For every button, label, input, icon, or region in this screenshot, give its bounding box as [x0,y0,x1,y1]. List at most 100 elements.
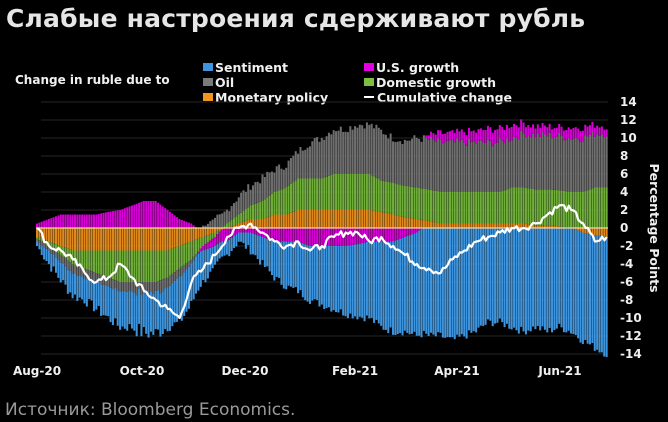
bar-domestic-growth [107,250,110,278]
bar-oil [411,138,414,187]
bar-oil [394,142,397,184]
cumulative-line-swatch [364,96,374,98]
bar-sentiment [365,242,368,316]
bar-sentiment [363,242,366,322]
bar-sentiment [138,288,141,324]
y-tick-label: 10 [620,131,637,145]
bar-us-growth [168,211,171,228]
bar-us-growth [403,228,406,237]
bar-sentiment [130,291,133,329]
bar-oil [342,131,345,174]
bar-domestic-growth [411,186,414,219]
bar-domestic-growth [306,178,309,210]
bar-domestic-growth [432,190,435,222]
bar-us-growth [484,129,487,143]
bar-domestic-growth [434,190,437,223]
bar-monetary-policy [546,225,549,228]
bar-sentiment [183,272,186,316]
bar-monetary-policy [361,210,364,228]
bar-oil [380,129,383,181]
bar-oil [584,135,587,192]
bar-domestic-growth [546,189,549,226]
bar-monetary-policy [344,210,347,228]
bar-us-growth [320,228,323,246]
bar-monetary-policy [389,213,392,228]
bar-us-growth [176,217,179,228]
bar-sentiment [375,241,378,320]
bar-us-growth [555,127,558,137]
bar-us-growth [475,132,478,144]
bar-sentiment [534,228,537,330]
bar-monetary-policy [178,228,181,246]
bar-oil [287,160,290,186]
bar-sentiment [539,228,542,331]
bar-us-growth [375,228,378,242]
bar-oil [546,136,549,190]
bar-domestic-growth [142,250,145,282]
bar-oil [254,182,257,204]
bar-monetary-policy [399,216,402,228]
bar-sentiment [128,290,131,325]
bar-monetary-policy [401,216,404,228]
bar-oil [176,270,179,279]
bar-sentiment [463,228,466,337]
bar-domestic-growth [574,192,577,228]
bar-monetary-policy [451,223,454,228]
bar-us-growth [513,123,516,137]
bar-oil [135,282,138,296]
bar-domestic-growth [496,192,499,224]
bar-monetary-policy [47,228,50,242]
bar-domestic-growth [603,187,606,228]
bar-oil [121,282,124,291]
bar-sentiment [503,228,506,328]
bar-oil [363,128,366,174]
bar-sentiment [579,231,582,343]
bar-domestic-growth [318,178,321,210]
bar-sentiment [100,284,103,316]
bar-us-growth [380,228,383,242]
bar-us-growth [527,125,530,136]
bar-monetary-policy [128,228,131,251]
bar-oil [297,153,300,179]
bar-domestic-growth [119,250,122,282]
bar-us-growth [603,129,606,138]
bar-sentiment [401,237,404,336]
bar-us-growth [382,228,385,242]
bar-us-growth [598,127,601,136]
bar-monetary-policy [176,228,179,247]
bar-us-growth [187,222,190,228]
bar-us-growth [159,204,162,228]
x-tick-label: Apr-21 [434,364,479,378]
bar-oil [187,261,190,267]
bar-monetary-policy [486,223,489,228]
bar-domestic-growth [548,189,551,226]
bar-oil [434,141,437,191]
bar-sentiment [536,228,539,326]
bar-domestic-growth [292,182,295,212]
bar-domestic-growth [323,177,326,210]
bar-monetary-policy [104,228,107,251]
bar-domestic-growth [534,189,537,226]
bar-oil [475,143,478,192]
bar-domestic-growth [263,199,266,219]
bar-sentiment [496,228,499,323]
bar-us-growth [489,127,492,141]
bar-domestic-growth [349,174,352,210]
bar-sentiment [95,282,98,310]
y-tick-label: -2 [620,239,633,253]
bar-oil [529,137,532,189]
bar-sentiment [586,233,589,344]
bar-domestic-growth [406,186,409,218]
bar-us-growth [285,228,288,242]
bar-oil [600,134,603,188]
bar-domestic-growth [287,185,290,214]
bar-oil [261,174,264,201]
bar-sentiment [411,234,414,334]
bar-us-growth [104,212,107,228]
bar-domestic-growth [408,186,411,218]
bar-oil [479,140,482,192]
bar-oil [157,281,160,291]
bar-domestic-growth [539,189,542,226]
bar-sentiment [558,228,561,324]
y-tick-label: -12 [620,329,642,343]
